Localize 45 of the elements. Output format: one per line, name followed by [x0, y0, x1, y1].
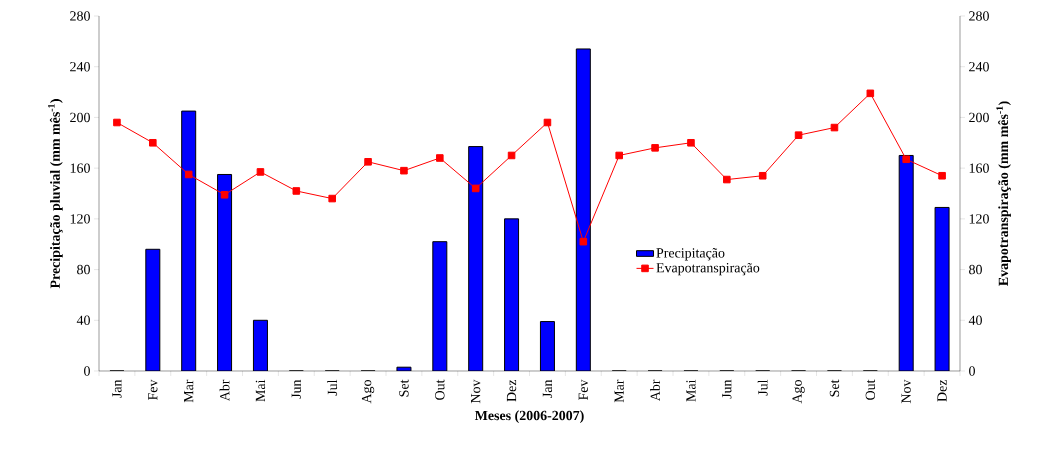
- y-tick-label: 80: [77, 264, 90, 275]
- y-tick-label: 40: [76, 315, 90, 325]
- y-tick-label: 160: [70, 163, 90, 173]
- x-tick-label: Jul: [327, 379, 338, 396]
- x-tick-label: Mar: [184, 379, 194, 403]
- x-tick-label: Dez: [506, 379, 517, 402]
- legend-label: Evapotranspiração: [656, 262, 760, 276]
- y-tick-label: 120: [70, 214, 90, 224]
- y-tick-label: 280: [70, 11, 90, 21]
- y2-tick-label: 80: [969, 264, 982, 275]
- x-tick-label: Ago: [792, 380, 805, 404]
- x-tick-label: Jun: [722, 379, 732, 399]
- x-tick-label: Ago: [361, 380, 375, 404]
- y2-tick-label: 120: [969, 214, 989, 224]
- x-tick-label: Set: [399, 379, 409, 397]
- x-tick-label: Out: [865, 379, 876, 400]
- x-tick-label: Set: [829, 379, 840, 397]
- x-tick-label: Nov: [901, 379, 911, 404]
- y-tick-label: 0: [84, 366, 90, 376]
- y-axis-title: Precipitação pluvial (mm mês$^{-1}$): [48, 99, 63, 289]
- x-axis-title: Meses (2006-2007): [474, 410, 584, 424]
- x-tick-label: Jul: [757, 379, 768, 396]
- y2-tick-label: 280: [969, 11, 989, 21]
- x-tick-label: Nov: [471, 379, 481, 404]
- x-tick-label: Abr: [219, 379, 230, 402]
- y-tick-label: 200: [70, 112, 90, 123]
- y2-axis-title: Evapotranspiração (mm mês$^{-1}$): [996, 101, 1011, 286]
- y2-tick-label: 240: [969, 62, 989, 72]
- y2-tick-label: 160: [969, 163, 989, 173]
- x-tick-label: Fev: [148, 379, 158, 401]
- x-tick-label: Jun: [291, 379, 301, 399]
- x-tick-label: Mar: [614, 379, 624, 403]
- y2-tick-label: 40: [968, 315, 982, 325]
- x-tick-label: Mai: [686, 379, 696, 402]
- x-tick-label: Abr: [650, 379, 660, 402]
- x-tick-label: Dez: [937, 379, 947, 402]
- x-tick-label: Mai: [255, 379, 266, 402]
- x-tick-label: Out: [435, 379, 445, 400]
- y2-tick-label: 0: [969, 366, 975, 376]
- y-tick-label: 240: [70, 62, 90, 72]
- legend-label: Precipitação: [656, 248, 725, 261]
- x-tick-label: Fev: [578, 379, 588, 401]
- x-tick-label: Jan: [542, 379, 553, 398]
- y2-tick-label: 200: [969, 112, 989, 123]
- x-tick-label: Jan: [112, 379, 122, 398]
